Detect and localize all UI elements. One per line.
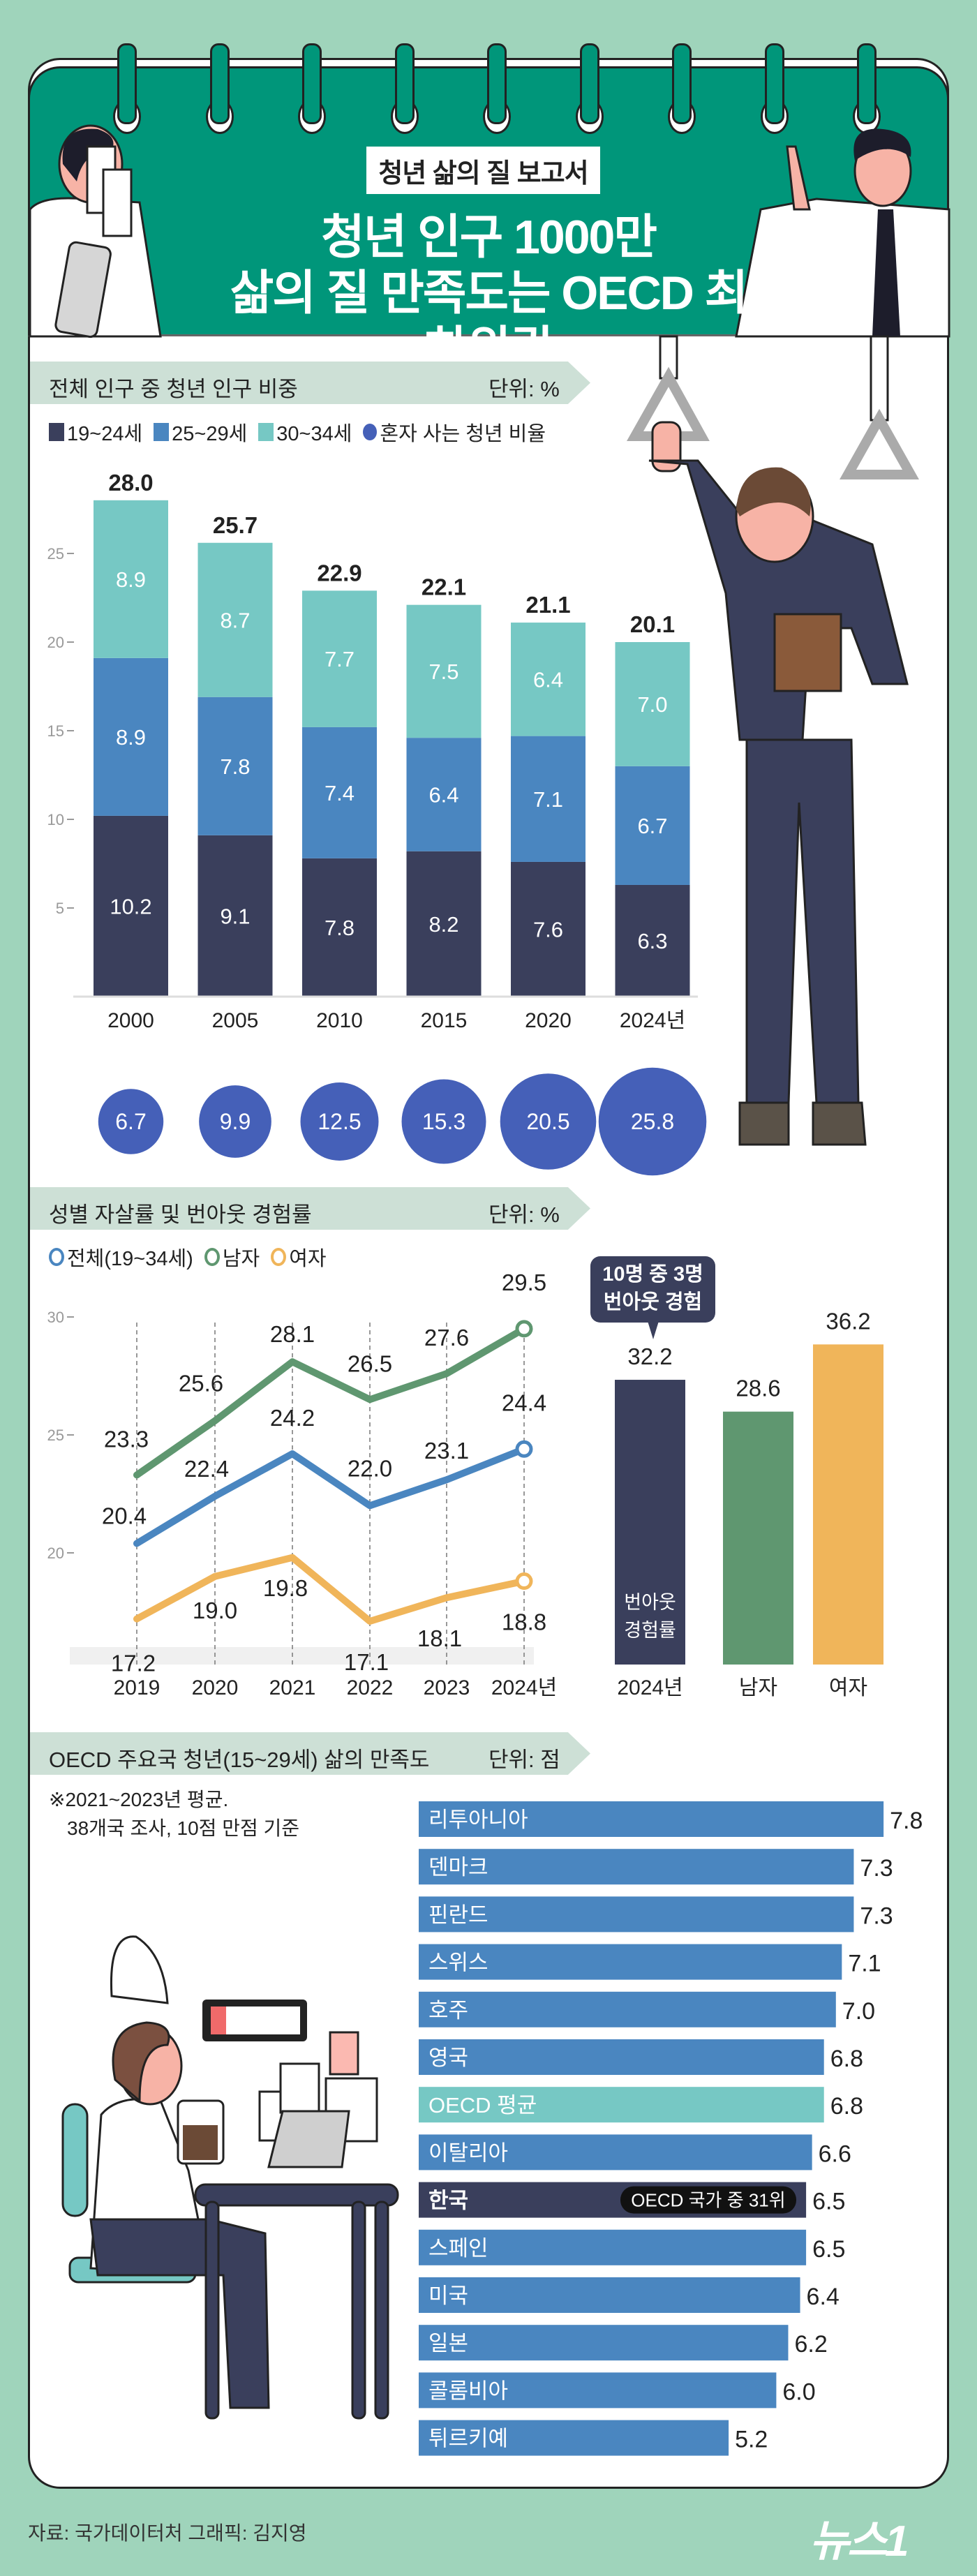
legend-dot [363,424,378,440]
binder-ring [857,43,877,124]
title-line-2: 삶의 질 만족도는 OECD 최하위권 [230,267,749,375]
section-title-life-satisfaction: OECD 주요국 청년(15~29세) 삶의 만족도 [49,1748,430,1772]
legend-label: 19~24세 [67,423,143,445]
binder-ring [117,43,137,124]
note-line-2: 38개국 조사, 10점 만점 기준 [67,1817,300,1839]
legend-marker [204,1248,220,1266]
legend-item-male: 남자 [204,1242,260,1272]
binder-ring [302,43,322,124]
page-title: 청년 인구 1000만 삶의 질 만족도는 OECD 최하위권 [209,209,768,377]
unit-label-percent: 단위: % [488,377,560,401]
section-header-life-satisfaction [30,1732,590,1775]
legend-label: 25~29세 [172,423,248,445]
legend-swatch [258,423,274,441]
section-header-youth-population [30,362,590,404]
legend-item-female: 여자 [271,1242,327,1272]
burnout-callout: 10명 중 3명 번아웃 경험 [590,1256,715,1339]
binder-ring [394,43,415,124]
legend-item-30-34: 30~34세 [258,417,352,447]
source-credit: 자료: 국가데이터처 그래픽: 김지영 [28,2522,307,2544]
news1-logo: 뉴스1 [810,2517,909,2566]
legend-suicide: 전체(19~34세) 남자 여자 [49,1242,327,1272]
callout-line-2: 번아웃 경험 [603,1291,703,1313]
section-title-suicide-burnout: 성별 자살률 및 번아웃 경험률 [49,1203,312,1227]
section-title-youth-population: 전체 인구 중 청년 인구 비중 [49,377,298,401]
binder-ring [487,43,507,124]
section-header-suicide-burnout [30,1187,590,1230]
legend-label: 전체(19~34세) [67,1248,193,1270]
legend-swatch [49,423,64,441]
legend-marker [49,1248,64,1266]
legend-marker [271,1248,287,1266]
legend-label: 여자 [289,1248,327,1270]
unit-label-points: 단위: 점 [488,1748,560,1772]
legend-label: 남자 [222,1248,260,1270]
binder-ring [764,43,784,124]
legend-swatch [154,423,170,441]
legend-label: 30~34세 [276,423,352,445]
legend-label: 혼자 사는 청년 비율 [380,423,546,445]
title-line-1: 청년 인구 1000만 [321,211,657,264]
legend-item-19-24: 19~24세 [49,417,142,447]
unit-label-percent-2: 단위: % [488,1203,560,1227]
legend-item-25-29: 25~29세 [154,417,247,447]
report-tag: 청년 삶의 질 보고서 [366,147,600,194]
legend-youth-population: 19~24세 25~29세 30~34세 혼자 사는 청년 비율 [49,417,546,447]
survey-note: ※2021~2023년 평균. 38개국 조사, 10점 만점 기준 [49,1785,299,1842]
legend-item-living-alone: 혼자 사는 청년 비율 [363,417,546,447]
binder-ring [209,43,230,124]
note-line-1: ※2021~2023년 평균. [49,1789,229,1810]
binder-ring [672,43,692,124]
callout-line-1: 10명 중 3명 [602,1263,703,1286]
legend-item-total: 전체(19~34세) [49,1242,193,1272]
binder-ring [579,43,599,124]
